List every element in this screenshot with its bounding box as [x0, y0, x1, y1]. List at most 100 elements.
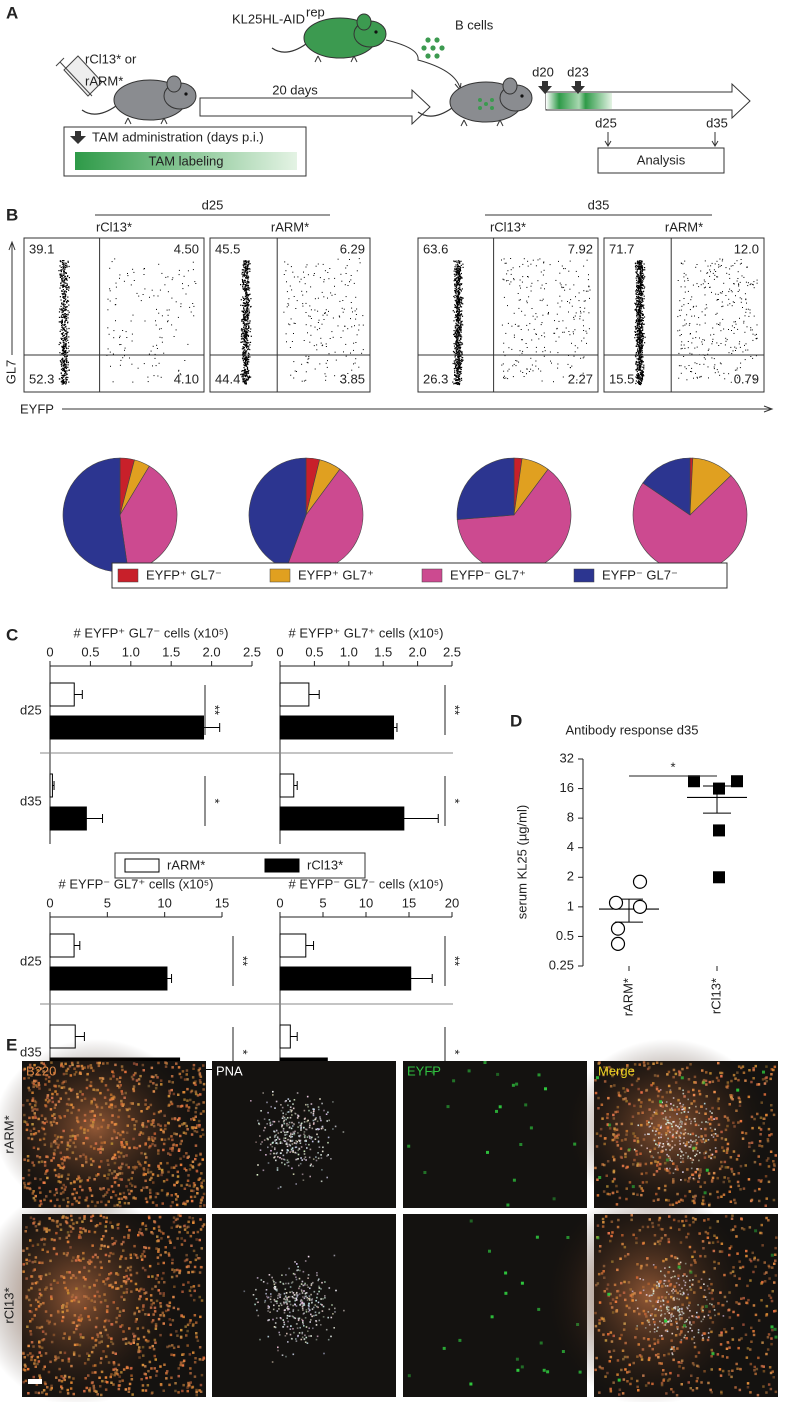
- flow-event: [638, 290, 640, 292]
- flow-event: [334, 293, 336, 295]
- flow-event: [454, 367, 457, 369]
- flow-event: [737, 278, 739, 279]
- flow-event: [637, 294, 639, 296]
- analysis-arrow: [711, 132, 719, 147]
- flow-event: [701, 311, 703, 313]
- stain: [36, 1108, 39, 1111]
- flow-event: [457, 370, 459, 372]
- stain: [32, 1085, 35, 1089]
- flow-event: [731, 330, 732, 331]
- flow-event: [68, 287, 70, 289]
- flow-event: [637, 260, 639, 262]
- flow-event: [642, 317, 644, 319]
- flow-event: [323, 296, 325, 298]
- flow-event: [65, 325, 67, 327]
- flow-event: [303, 276, 305, 278]
- stain: [277, 1132, 280, 1134]
- flow-event: [720, 343, 722, 344]
- flow-event: [353, 363, 354, 365]
- flow-event: [133, 271, 135, 273]
- stain: [57, 1175, 60, 1179]
- flow-event: [247, 332, 249, 334]
- stain: [282, 1120, 285, 1123]
- flow-event: [517, 293, 519, 294]
- flow-event: [640, 336, 642, 338]
- stain: [34, 1104, 37, 1107]
- point: [632, 899, 648, 914]
- flow-event: [642, 339, 644, 341]
- stain: [262, 1092, 264, 1094]
- flow-event: [294, 370, 296, 372]
- flow-event: [248, 308, 250, 310]
- flow-event: [641, 380, 643, 382]
- flow-event: [584, 300, 586, 302]
- flow-event: [242, 311, 244, 313]
- flow-event: [456, 297, 458, 299]
- flow-event: [584, 307, 586, 309]
- flow-event: [705, 286, 706, 288]
- flow-event: [302, 305, 304, 307]
- flow-event: [457, 362, 459, 364]
- stain: [68, 1087, 72, 1091]
- significance-label: *: [670, 759, 675, 774]
- flow-event: [681, 341, 683, 343]
- flow-event: [641, 274, 643, 277]
- mouse-foot: [124, 117, 132, 125]
- flow-event: [453, 330, 455, 332]
- stain: [57, 1100, 61, 1103]
- flow-event: [67, 300, 70, 302]
- flow-event: [704, 339, 705, 341]
- flow-event: [242, 279, 244, 281]
- flow-event: [289, 285, 291, 287]
- flow-event: [640, 294, 642, 296]
- flow-event: [64, 309, 66, 311]
- flow-event: [635, 356, 637, 358]
- flow-event: [519, 285, 521, 287]
- flow-event: [456, 307, 458, 310]
- flow-event: [247, 302, 249, 304]
- x-tick-label: 1.0: [122, 644, 140, 659]
- flow-event: [637, 378, 639, 380]
- flow-event: [130, 320, 132, 322]
- flow-event: [288, 304, 290, 306]
- flow-event: [247, 342, 249, 344]
- flow-event: [344, 325, 346, 327]
- flow-event: [64, 371, 66, 373]
- flow-event: [61, 381, 63, 383]
- flow-event: [752, 339, 754, 341]
- flow-event: [635, 376, 637, 378]
- flow-event: [503, 342, 505, 344]
- flow-event: [124, 349, 125, 351]
- flow-event: [244, 274, 246, 276]
- flow-event: [61, 321, 63, 324]
- legend-box: [111, 562, 728, 589]
- flow-event: [513, 363, 515, 365]
- flow-event: [175, 301, 177, 303]
- stain: [299, 1142, 302, 1144]
- flow-event: [63, 300, 65, 302]
- flow-event: [63, 361, 65, 363]
- flow-event: [64, 333, 66, 335]
- flow-event: [458, 307, 460, 309]
- stain: [36, 1073, 40, 1076]
- flow-event: [711, 291, 712, 293]
- flow-event: [638, 302, 640, 304]
- flow-event: [723, 282, 725, 284]
- stain: [195, 1130, 199, 1134]
- flow-event: [745, 299, 747, 301]
- flow-event: [457, 297, 459, 299]
- panel-label: B: [6, 205, 18, 224]
- stain: [134, 1071, 137, 1075]
- stain: [96, 1061, 99, 1065]
- significance-label: *: [208, 798, 223, 803]
- flow-event: [459, 377, 461, 380]
- stain: [53, 1106, 57, 1109]
- flow-event: [677, 280, 679, 281]
- flow-event: [458, 309, 460, 312]
- flow-event: [637, 351, 640, 353]
- flow-event: [247, 295, 250, 297]
- stain: [70, 1061, 74, 1065]
- flow-event: [246, 350, 248, 352]
- flow-event: [636, 303, 638, 305]
